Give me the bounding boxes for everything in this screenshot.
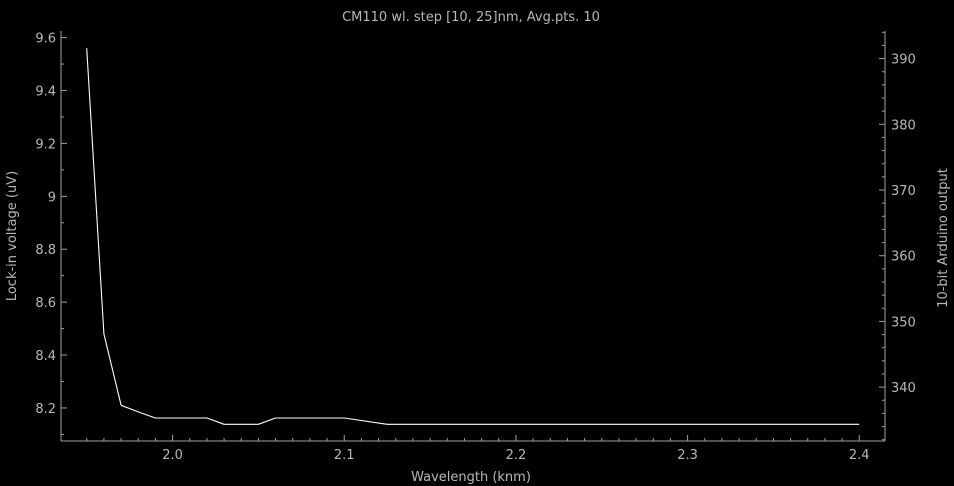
y-tick-label: 8.4: [35, 349, 56, 364]
x-tick-label: 2.1: [334, 448, 355, 463]
series-line: [86, 48, 860, 425]
y2-tick-label: 350: [891, 315, 916, 330]
y2-tick-label: 340: [891, 381, 916, 396]
y-tick-label: 8.6: [35, 296, 56, 311]
x-axis-label: Wavelength (knm): [411, 470, 531, 485]
y-tick-label: 9.6: [35, 32, 56, 47]
series-group: [86, 48, 860, 425]
y-tick-label: 8.2: [35, 402, 56, 417]
y-tick-label: 9: [48, 190, 56, 205]
y2-tick-label: 370: [891, 184, 916, 199]
y-tick-label: 9.2: [35, 137, 56, 152]
y2-axis-label: 10-bit Arduino output: [936, 168, 951, 308]
y-tick-label: 8.8: [35, 243, 56, 258]
y2-tick-label: 380: [891, 118, 916, 133]
y-tick-label: 9.4: [35, 85, 56, 100]
y-axis-label: Lock-in voltage (uV): [5, 171, 20, 301]
y-axis-left: 8.2 8.4 8.6 8.8 9 9.2 9.4 9.6: [35, 32, 67, 435]
plot-frame: [60, 31, 886, 442]
x-tick-label: 2.3: [677, 448, 698, 463]
y2-tick-label: 390: [891, 53, 916, 68]
x-tick-label: 2.2: [506, 448, 527, 463]
x-axis: 2.0 2.1 2.2 2.3 2.4: [86, 435, 870, 463]
x-tick-label: 2.0: [162, 448, 183, 463]
chart-title: CM110 wl. step [10, 25]nm, Avg.pts. 10: [342, 10, 600, 25]
x-tick-label: 2.4: [849, 448, 870, 463]
y-axis-right: 340 350 360 370 380 390: [879, 31, 916, 441]
y2-tick-label: 360: [891, 250, 916, 265]
